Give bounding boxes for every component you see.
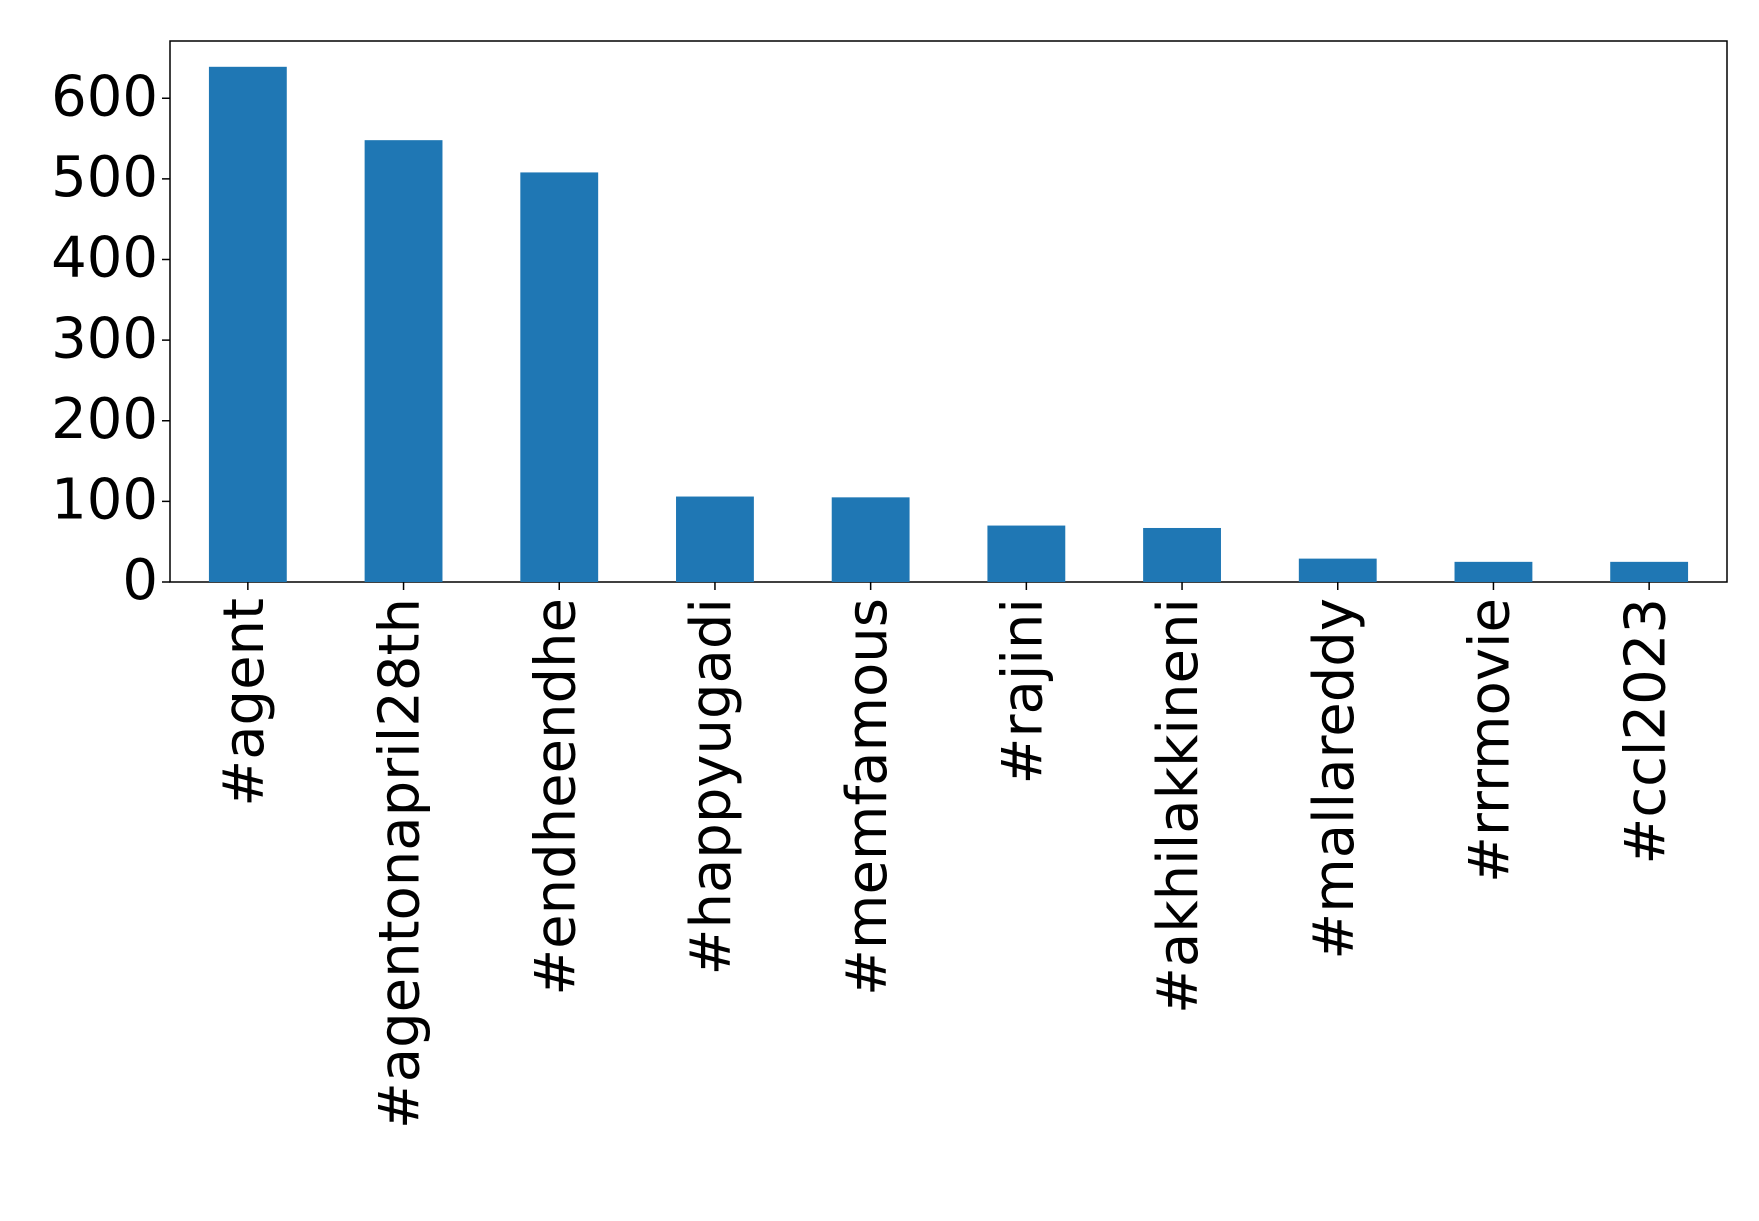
y-tick-label: 300 bbox=[51, 306, 158, 371]
y-tick-label: 200 bbox=[51, 387, 158, 452]
x-tick-label: #ccl2023 bbox=[1613, 598, 1678, 865]
x-tick-label: #rajini bbox=[990, 598, 1055, 784]
bar bbox=[987, 525, 1066, 582]
x-tick-label: #agentonapril28th bbox=[368, 598, 433, 1129]
x-tick-label: #agent bbox=[212, 598, 277, 807]
y-tick-label: 500 bbox=[51, 145, 158, 210]
y-tick-label: 400 bbox=[51, 226, 158, 291]
y-tick-label: 0 bbox=[122, 548, 158, 613]
bar bbox=[1143, 527, 1221, 582]
bar bbox=[831, 497, 910, 582]
bar bbox=[208, 66, 287, 583]
y-tick-label: 600 bbox=[51, 64, 158, 129]
bar bbox=[520, 172, 599, 582]
x-tick-label: #endheendhe bbox=[523, 598, 588, 996]
bar bbox=[364, 140, 443, 582]
bar bbox=[1610, 561, 1689, 582]
x-tick-label: #akhilakkineni bbox=[1146, 598, 1211, 1014]
bar bbox=[676, 496, 754, 582]
y-tick-label: 100 bbox=[51, 468, 158, 533]
x-tick-label: #rrrmovie bbox=[1458, 598, 1523, 883]
bar bbox=[1454, 561, 1533, 582]
x-tick-label: #happyugadi bbox=[679, 598, 744, 975]
bar bbox=[1298, 558, 1377, 582]
plot-frame bbox=[169, 40, 1728, 583]
x-tick-label: #memfamous bbox=[835, 598, 900, 996]
x-tick-label: #mallareddy bbox=[1302, 598, 1367, 960]
